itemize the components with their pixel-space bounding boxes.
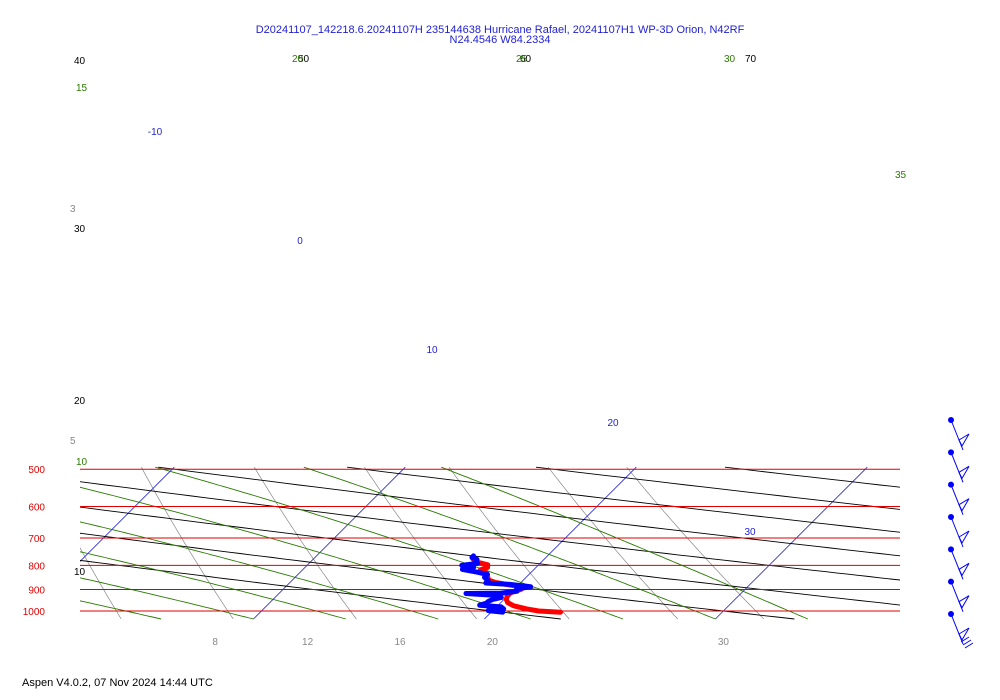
- isotherm-line: [253, 466, 406, 620]
- isotherm-label: 10: [426, 345, 438, 356]
- wind-barb-feather: [964, 642, 974, 649]
- mixing-ratio-line: [626, 466, 765, 620]
- wind-barb-flag: [958, 627, 970, 642]
- dry-adiabat-label: 40: [74, 56, 86, 67]
- moist-adiabat-line: [80, 600, 162, 620]
- temperature-tick-label: 20: [487, 637, 499, 648]
- mixing-ratio-line: [448, 466, 570, 620]
- moist-adiabat-label: 35: [895, 170, 907, 181]
- moist-adiabat-line: [441, 466, 808, 620]
- wind-barb-flag: [958, 433, 970, 448]
- moist-adiabat-line: [80, 486, 531, 620]
- temperature-tick-label: 12: [302, 637, 314, 648]
- wind-barb-feather: [962, 639, 972, 646]
- isotherm-label: 20: [607, 418, 619, 429]
- chart-subtitle: N24.4546 W84.2334: [449, 34, 551, 46]
- chart-title: D20241107_142218.6.20241107H 235144638 H…: [255, 24, 745, 36]
- moist-adiabat-label: 25: [516, 54, 528, 65]
- mixing-ratio-line: [364, 466, 477, 620]
- pressure-label: 600: [28, 503, 45, 514]
- dry-adiabat-line: [80, 559, 561, 620]
- moist-adiabat-label: 20: [292, 54, 304, 65]
- moist-adiabat-label: 15: [76, 83, 88, 94]
- wind-barb-flag: [958, 498, 970, 512]
- isotherm-line: [80, 466, 175, 562]
- moist-adiabat-label: 10: [76, 457, 88, 468]
- isotherm-label: 0: [297, 236, 303, 247]
- wind-barb-flag: [958, 530, 970, 545]
- temperature-tick-label: 16: [394, 637, 406, 648]
- isotherm-line: [946, 467, 1000, 619]
- dry-adiabat-line: [158, 466, 900, 557]
- moist-adiabat-label: 30: [724, 54, 736, 65]
- dry-adiabat-label: 20: [74, 396, 86, 407]
- mixing-ratio-label: 5: [70, 436, 76, 447]
- moist-adiabat-line: [80, 551, 346, 620]
- dry-adiabat-line: [80, 506, 900, 606]
- pressure-label: 900: [28, 585, 45, 596]
- wind-barb-flag: [958, 562, 970, 577]
- wind-barb-flag: [958, 595, 970, 609]
- dry-adiabat-line: [535, 466, 900, 510]
- mixing-ratio-line: [141, 467, 234, 620]
- isotherm-line: [715, 466, 868, 620]
- dry-adiabat-label: 30: [74, 224, 86, 235]
- dry-adiabat-label: 10: [74, 567, 86, 578]
- moist-adiabat-line: [80, 577, 254, 620]
- isotherm-label: 30: [744, 527, 756, 538]
- pressure-label: 800: [28, 561, 45, 572]
- dry-adiabat-line: [724, 466, 900, 488]
- dry-adiabat-label: 70: [745, 54, 757, 65]
- mixing-ratio-line: [80, 547, 122, 620]
- pressure-label: 1000: [23, 607, 46, 618]
- pressure-label: 500: [28, 465, 45, 476]
- mixing-ratio-label: 3: [70, 204, 76, 215]
- pressure-label: 700: [28, 534, 45, 545]
- temperature-tick-label: 8: [212, 637, 218, 648]
- dewpoint-trace: [459, 553, 534, 615]
- moist-adiabat-line: [303, 466, 716, 620]
- temperature-tick-label: 30: [718, 637, 730, 648]
- dry-adiabat-line: [80, 481, 900, 581]
- wind-barb-flag: [958, 465, 970, 480]
- mixing-ratio-line: [547, 466, 679, 620]
- version-footer: Aspen V4.0.2, 07 Nov 2024 14:44 UTC: [22, 677, 213, 689]
- wind-barb-feather: [960, 636, 970, 643]
- dry-adiabat-line: [347, 466, 900, 533]
- moist-adiabat-line: [155, 466, 624, 620]
- dry-adiabat-label: 60: [520, 54, 532, 65]
- dry-adiabat-line: [80, 532, 795, 620]
- dry-adiabat-label: 50: [298, 54, 310, 65]
- isotherm-label: -10: [148, 127, 163, 138]
- moist-adiabat-line: [80, 521, 439, 620]
